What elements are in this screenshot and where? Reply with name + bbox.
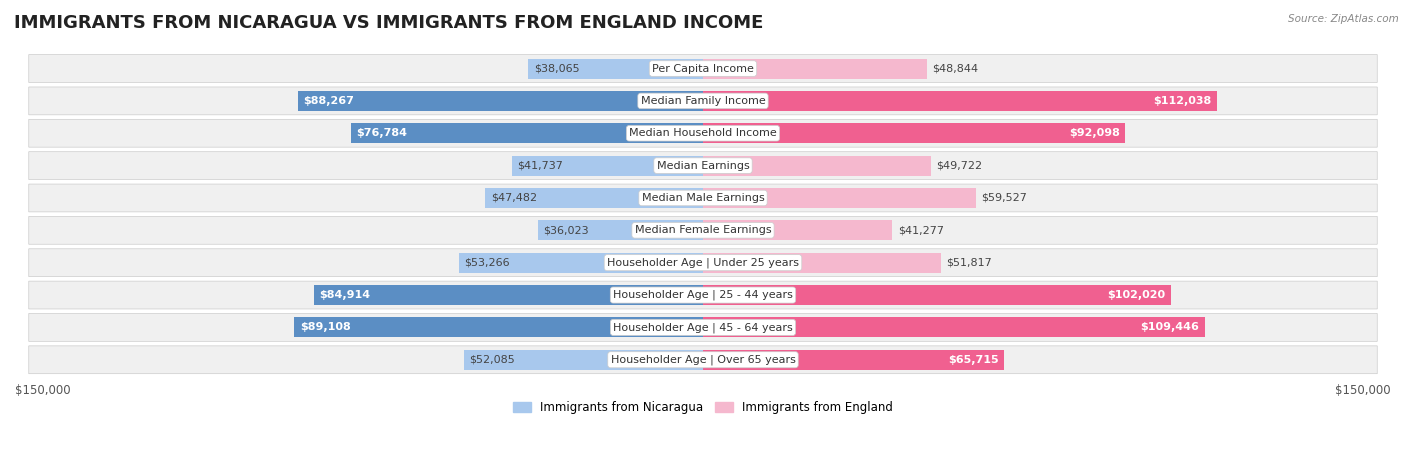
Bar	[703, 58, 927, 78]
Bar	[485, 188, 703, 208]
Text: $102,020: $102,020	[1108, 290, 1166, 300]
Text: $53,266: $53,266	[464, 258, 510, 268]
Bar	[703, 91, 1216, 111]
Bar	[703, 350, 1004, 370]
Text: Householder Age | Over 65 years: Householder Age | Over 65 years	[610, 354, 796, 365]
Text: $51,817: $51,817	[946, 258, 991, 268]
Text: $112,038: $112,038	[1153, 96, 1212, 106]
Text: IMMIGRANTS FROM NICARAGUA VS IMMIGRANTS FROM ENGLAND INCOME: IMMIGRANTS FROM NICARAGUA VS IMMIGRANTS …	[14, 14, 763, 32]
Bar	[352, 123, 703, 143]
Text: Householder Age | 25 - 44 years: Householder Age | 25 - 44 years	[613, 290, 793, 300]
FancyBboxPatch shape	[28, 216, 1378, 244]
Text: $65,715: $65,715	[948, 355, 998, 365]
Text: Median Male Earnings: Median Male Earnings	[641, 193, 765, 203]
Text: Per Capita Income: Per Capita Income	[652, 64, 754, 73]
Bar	[703, 123, 1125, 143]
Bar	[703, 253, 941, 273]
Bar	[298, 91, 703, 111]
Text: $48,844: $48,844	[932, 64, 979, 73]
Bar	[703, 318, 1205, 338]
Text: $84,914: $84,914	[319, 290, 370, 300]
Text: Householder Age | Under 25 years: Householder Age | Under 25 years	[607, 257, 799, 268]
FancyBboxPatch shape	[28, 184, 1378, 212]
Text: Median Earnings: Median Earnings	[657, 161, 749, 170]
Text: $150,000: $150,000	[15, 384, 70, 397]
FancyBboxPatch shape	[28, 120, 1378, 147]
Bar	[703, 220, 893, 241]
Text: $59,527: $59,527	[981, 193, 1028, 203]
Text: Householder Age | 45 - 64 years: Householder Age | 45 - 64 years	[613, 322, 793, 333]
Bar	[703, 156, 931, 176]
Text: $47,482: $47,482	[491, 193, 537, 203]
Text: $36,023: $36,023	[543, 226, 589, 235]
Text: $92,098: $92,098	[1069, 128, 1121, 138]
Text: $38,065: $38,065	[534, 64, 579, 73]
Text: Median Household Income: Median Household Income	[628, 128, 778, 138]
Bar	[294, 318, 703, 338]
Text: $49,722: $49,722	[936, 161, 983, 170]
Legend: Immigrants from Nicaragua, Immigrants from England: Immigrants from Nicaragua, Immigrants fr…	[508, 396, 898, 418]
Text: $88,267: $88,267	[304, 96, 354, 106]
Bar	[464, 350, 703, 370]
Text: Median Family Income: Median Family Income	[641, 96, 765, 106]
FancyBboxPatch shape	[28, 87, 1378, 115]
FancyBboxPatch shape	[28, 55, 1378, 83]
Text: $41,277: $41,277	[898, 226, 943, 235]
FancyBboxPatch shape	[28, 313, 1378, 341]
Text: Source: ZipAtlas.com: Source: ZipAtlas.com	[1288, 14, 1399, 24]
Bar	[703, 188, 976, 208]
Bar	[512, 156, 703, 176]
FancyBboxPatch shape	[28, 346, 1378, 374]
Text: $109,446: $109,446	[1140, 322, 1199, 333]
Text: $52,085: $52,085	[470, 355, 516, 365]
Text: $150,000: $150,000	[1336, 384, 1391, 397]
FancyBboxPatch shape	[28, 281, 1378, 309]
Text: $89,108: $89,108	[299, 322, 350, 333]
Bar	[537, 220, 703, 241]
FancyBboxPatch shape	[28, 152, 1378, 179]
Bar	[529, 58, 703, 78]
Text: $41,737: $41,737	[517, 161, 562, 170]
Bar	[458, 253, 703, 273]
Text: $76,784: $76,784	[356, 128, 408, 138]
Bar	[314, 285, 703, 305]
Text: Median Female Earnings: Median Female Earnings	[634, 226, 772, 235]
FancyBboxPatch shape	[28, 249, 1378, 276]
Bar	[703, 285, 1171, 305]
